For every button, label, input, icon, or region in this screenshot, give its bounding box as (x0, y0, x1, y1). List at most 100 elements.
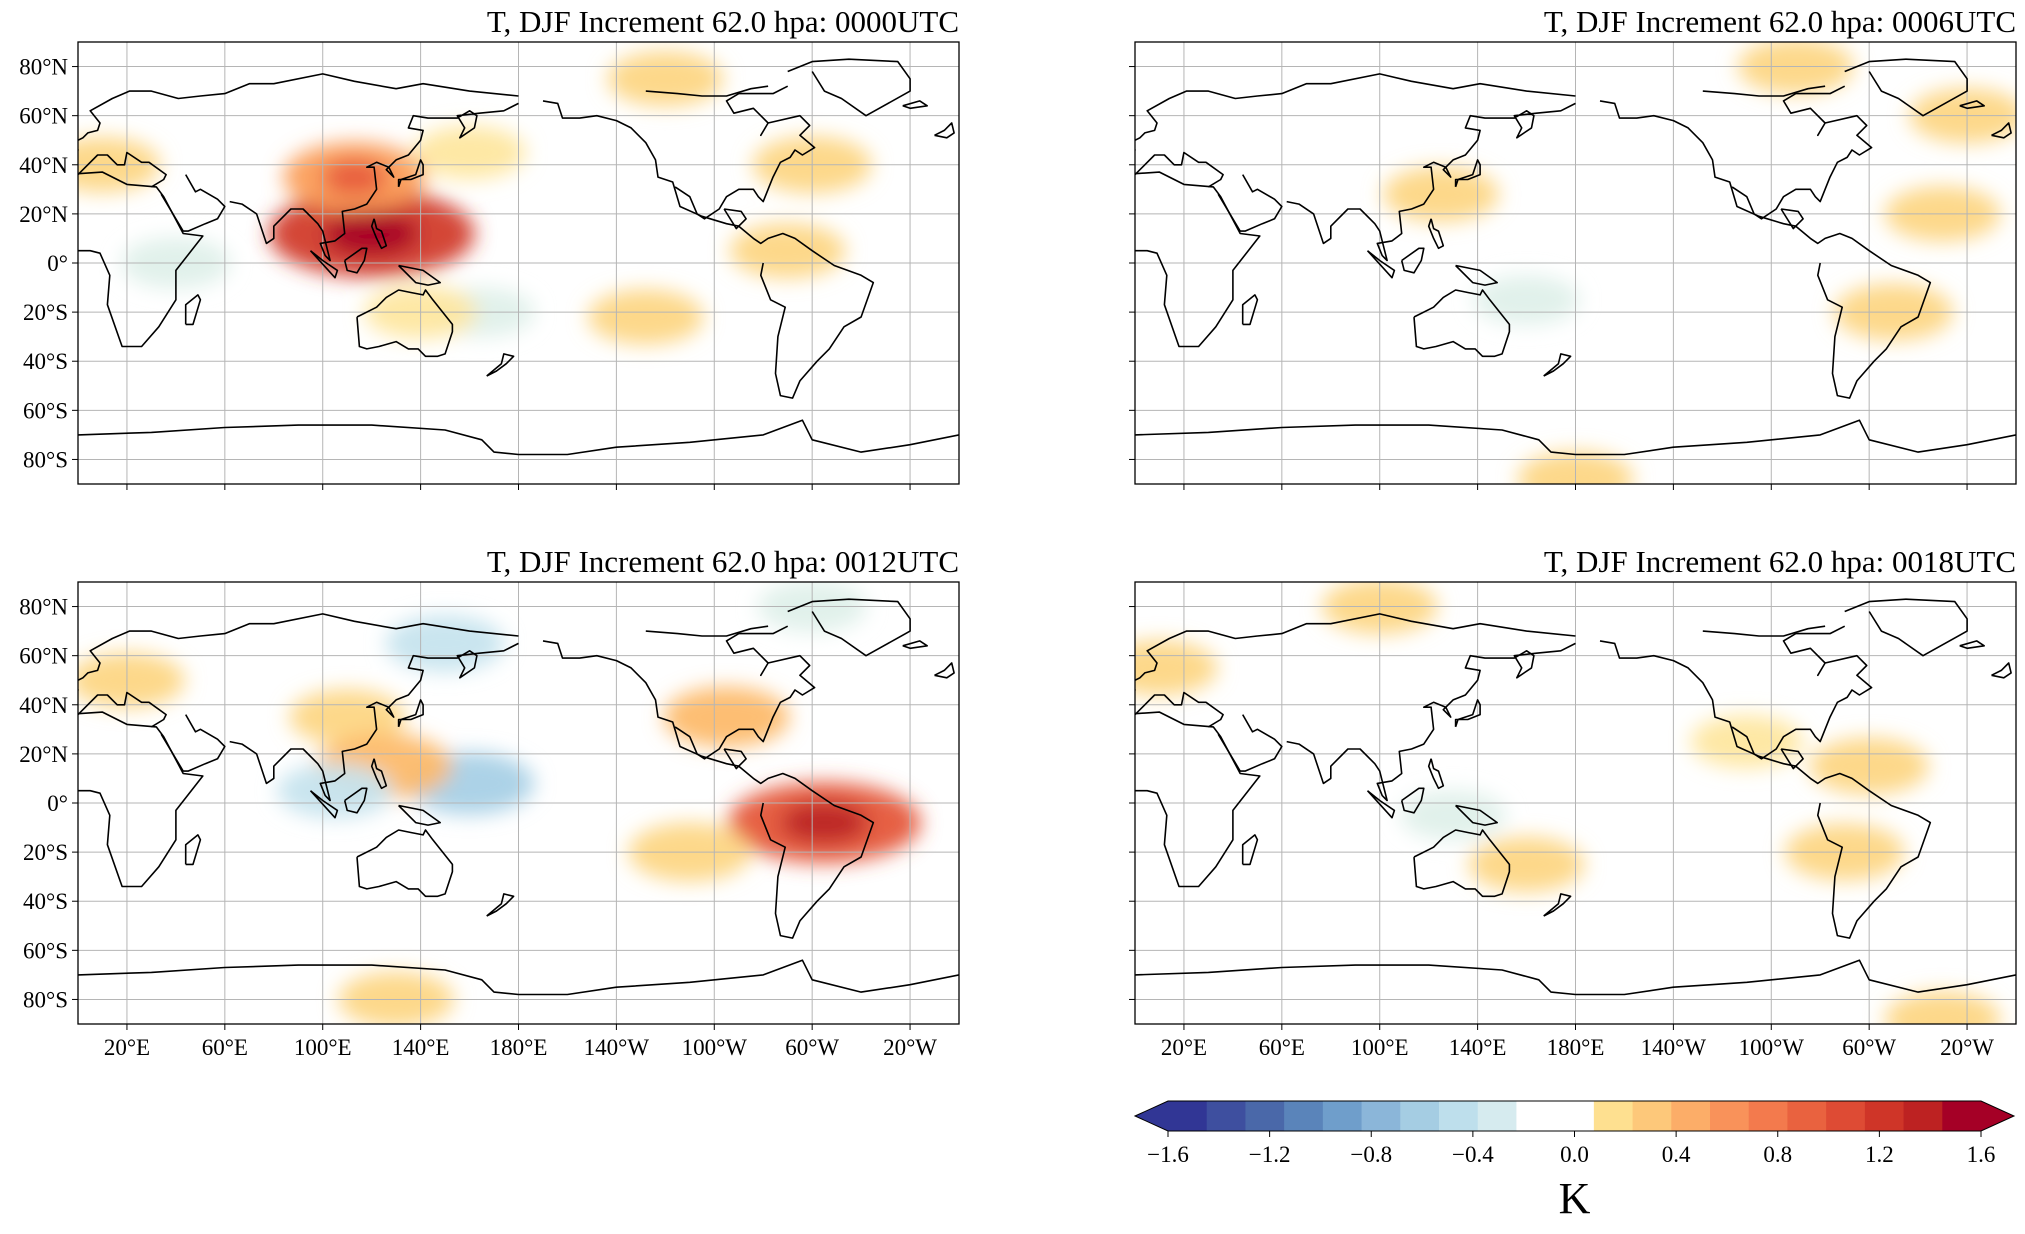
coastline (1366, 790, 1396, 819)
colorbar-extend-low (1135, 1101, 1168, 1131)
coastline (674, 85, 816, 220)
gridlines (1135, 42, 2016, 484)
axis-ticks: 80°N 60°N 40°N 20°N 0° 20°S 40°S 60°S 80°S 20°E 60… (19, 595, 937, 1060)
coastline (184, 834, 202, 866)
lon-tick-label: 140°E (392, 1035, 450, 1060)
gridlines (78, 42, 959, 484)
colorbar: −1.6 −1.2 −0.8 −0.4 0.0 0.4 0.8 1.2 1.6 K (1133, 1100, 2016, 1223)
lat-tick-label: 60°N (19, 644, 68, 669)
lon-tick-label: 20°E (104, 1035, 150, 1060)
coastline (309, 250, 339, 279)
colorbar-unit-label: K (1559, 1174, 1591, 1223)
coastline (645, 85, 769, 97)
coastline (356, 829, 454, 898)
lat-tick-label: 80°S (23, 447, 68, 472)
coastline (1135, 151, 1224, 188)
coastline (397, 699, 424, 728)
colorbar-swatch (1245, 1101, 1285, 1131)
coastline (1400, 787, 1425, 814)
coastline (398, 804, 441, 826)
colorbar-tick-label: 1.6 (1967, 1142, 1996, 1167)
coastline (1731, 85, 1873, 220)
warm-anomaly (1737, 42, 1854, 95)
warm-anomaly (607, 51, 724, 107)
coastline (1599, 100, 1932, 399)
coastline (787, 58, 911, 117)
colorbar-tick-label: 1.2 (1865, 1142, 1894, 1167)
warm-anomaly (413, 125, 526, 180)
axis-ticks (1129, 66, 1968, 490)
coastline (184, 294, 202, 326)
coastline (229, 642, 519, 802)
field-blobs (78, 582, 921, 1024)
coastline (1455, 804, 1498, 826)
coastline (1217, 174, 1283, 232)
coastline (1702, 625, 1826, 637)
warm-anomaly (1135, 640, 1218, 696)
coastline (1844, 58, 1968, 117)
panel-title: T, DJF Increment 62.0 hpa: 0000UTC (487, 4, 959, 39)
lat-tick-label: 80°N (19, 55, 68, 80)
coastline (78, 171, 204, 348)
coastline (1135, 613, 1576, 716)
coastline (78, 73, 519, 176)
colorbar-swatch (1864, 1101, 1905, 1131)
coastline (1599, 640, 1932, 939)
colorbar-swatch (1168, 1101, 1208, 1131)
coastline (78, 711, 204, 888)
coastline (343, 787, 368, 814)
coastline (78, 151, 167, 188)
coastlines (78, 598, 959, 996)
coastline (370, 758, 388, 790)
lon-tick-label: 60°W (785, 1035, 839, 1060)
lon-tick-label: 180°E (490, 1035, 548, 1060)
colorbar-swatch (1593, 1101, 1634, 1131)
colorbar-swatch (1477, 1101, 1518, 1131)
colorbar-tick-label: 0.8 (1763, 1142, 1792, 1167)
axis-ticks: 20°E 60°E 100°E 140°E 180°E 140°W 100°W 60°W 20°… (1129, 606, 1994, 1060)
coastlines (78, 58, 959, 456)
colorbar-swatch (1555, 1101, 1595, 1131)
coastline (723, 748, 747, 770)
lat-tick-label: 40°S (23, 349, 68, 374)
coastline (229, 102, 519, 262)
coastline (645, 625, 769, 637)
coastline (370, 218, 388, 250)
colorbar-swatches (1135, 1101, 2014, 1131)
colorbar-tick-label: 0.0 (1560, 1142, 1589, 1167)
warm-anomaly-core (325, 211, 419, 256)
coastline (343, 247, 368, 274)
coastline (1991, 662, 2012, 679)
warm-anomaly (78, 652, 185, 708)
lat-tick-label: 20°S (23, 300, 68, 325)
lon-tick-label: 60°E (202, 1035, 248, 1060)
map-panel: T, DJF Increment 62.0 hpa: 0012UTC 80°N 6… (19, 544, 960, 1060)
lon-tick-label: 100°W (682, 1035, 748, 1060)
coastline (1366, 250, 1396, 279)
lat-tick-label: 80°N (19, 595, 68, 620)
lon-tick-label: 20°W (883, 1035, 937, 1060)
cool-anomaly (276, 763, 393, 819)
lon-tick-label: 100°E (294, 1035, 352, 1060)
colorbar-swatch (1748, 1101, 1789, 1131)
coastline (934, 662, 955, 679)
coastline (1991, 122, 2012, 139)
map-panel: T, DJF Increment 62.0 hpa: 0018UTC 20°E 6… (1129, 544, 2017, 1060)
field-blobs (1135, 582, 2001, 1024)
increment-field (1382, 42, 2016, 484)
colorbar-swatch (1322, 1101, 1363, 1131)
lon-tick-label: 100°E (1351, 1035, 1409, 1060)
coastline (78, 691, 167, 728)
lat-tick-label: 20°N (19, 202, 68, 227)
coastline (398, 264, 441, 286)
coastline (1413, 289, 1511, 358)
lon-tick-label: 20°E (1161, 1035, 1207, 1060)
coastline (1413, 829, 1511, 898)
warm-anomaly (663, 686, 790, 748)
coastline (1959, 100, 1985, 110)
warm-anomaly-core (322, 159, 387, 195)
coastline (542, 100, 875, 399)
coastline (1135, 73, 1576, 176)
coastline (902, 100, 928, 110)
